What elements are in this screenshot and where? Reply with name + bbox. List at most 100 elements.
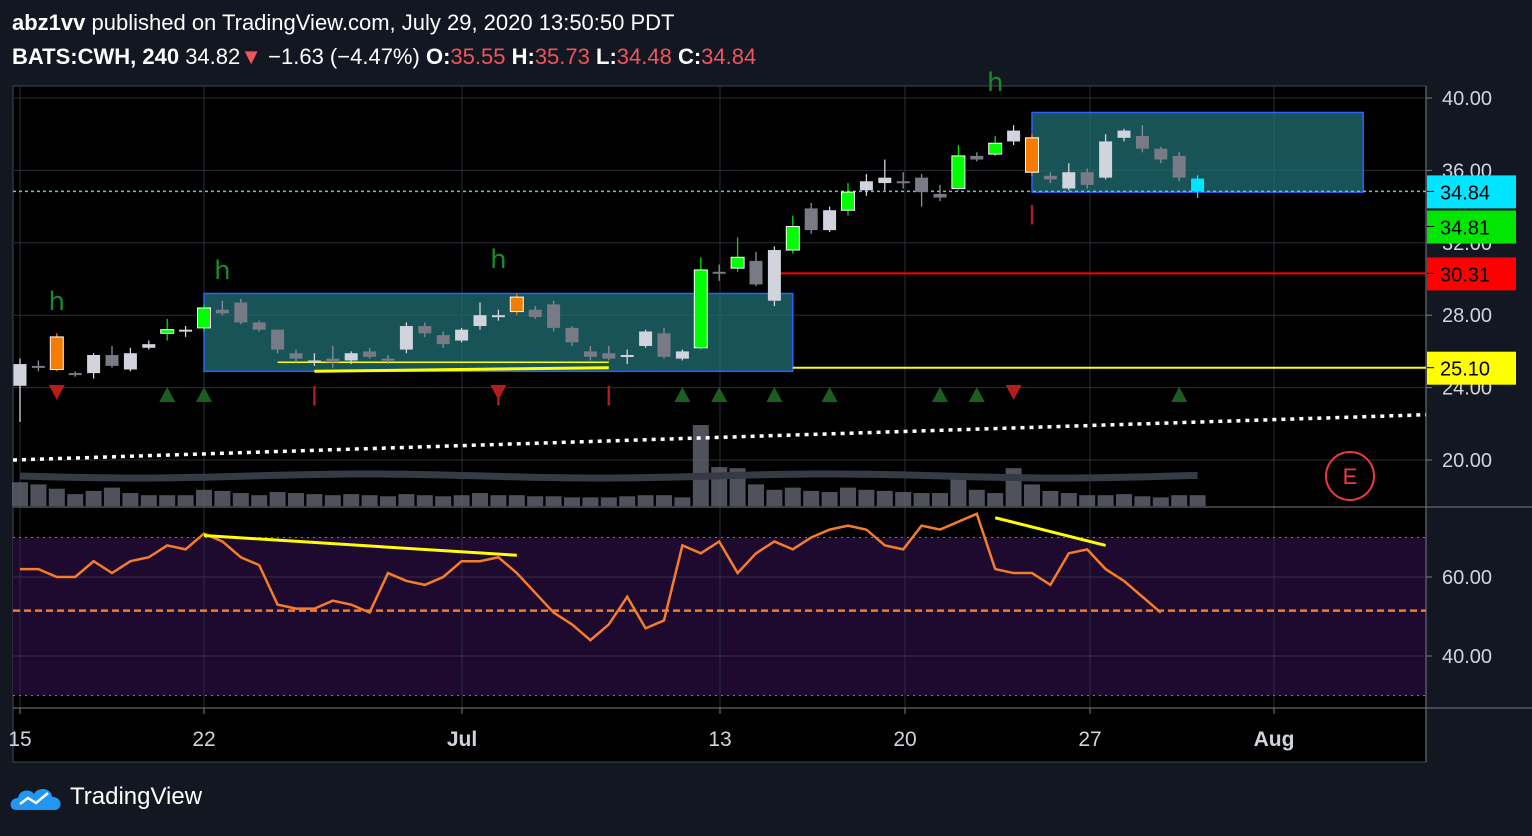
volume-bars — [12, 425, 1206, 506]
candle — [767, 246, 781, 307]
candle-body — [271, 329, 285, 350]
candle — [307, 353, 321, 366]
earnings-event-label: E — [1343, 464, 1358, 489]
candle-body — [49, 336, 64, 371]
candle — [399, 322, 413, 354]
candle — [271, 329, 285, 354]
candle-body — [859, 181, 873, 191]
candle-body — [363, 351, 377, 357]
candle-body — [1135, 136, 1149, 149]
pivot-low-marker: l — [1028, 202, 1035, 232]
rsi-divergence-line — [994, 516, 1106, 547]
volume-bar — [564, 497, 580, 506]
volume-bar — [30, 484, 47, 506]
x-tick-label: Jul — [447, 728, 477, 751]
candle-body — [565, 327, 579, 343]
buy-signal-triangle — [674, 387, 691, 402]
sell-signal-triangle — [1005, 385, 1022, 400]
volume-bar — [1042, 490, 1059, 506]
candle-body — [1062, 172, 1076, 189]
candle-body — [123, 353, 137, 370]
price-chart[interactable]: 15 22 Jul 13 20 27 Aug40.0036.0032.0028.0024.0… — [0, 0, 1532, 770]
candle-body — [620, 355, 634, 358]
candle — [491, 309, 505, 321]
pivot-high-marker: h — [49, 287, 65, 317]
volume-bar — [1024, 484, 1040, 506]
volume-bar — [324, 495, 341, 506]
candle-body — [823, 210, 837, 231]
high-value: 35.73 — [534, 44, 590, 69]
price-label-bg — [1427, 351, 1516, 385]
open-value: 35.55 — [450, 44, 506, 69]
volume-bar — [380, 496, 396, 506]
candle-body — [767, 250, 781, 301]
pivot-low-marker: l — [311, 383, 318, 413]
volume-bar — [1189, 495, 1206, 506]
volume-bar — [582, 497, 599, 506]
low-label: L: — [596, 44, 617, 69]
volume-bar — [343, 494, 360, 506]
volume-bar — [12, 482, 28, 506]
volume-bar — [1005, 468, 1022, 506]
candle — [693, 257, 708, 350]
candle-body — [1172, 155, 1186, 178]
candle — [363, 347, 377, 359]
candle-body — [896, 181, 910, 184]
volume-bar — [950, 476, 967, 506]
x-tick-label: 27 — [1078, 728, 1101, 751]
candle-body — [730, 256, 745, 269]
candle-body — [1191, 178, 1205, 192]
candle-body — [675, 351, 689, 359]
volume-bar — [472, 493, 488, 506]
volume-bar — [674, 497, 691, 506]
y-tick-label: 28.00 — [1442, 305, 1492, 327]
candle — [951, 145, 966, 191]
volume-bar — [913, 493, 930, 506]
volume-bar — [177, 495, 194, 506]
buy-signal-triangle — [196, 387, 212, 402]
candle — [859, 174, 873, 196]
candle — [1099, 134, 1113, 180]
volume-bar — [748, 484, 764, 506]
candle — [785, 215, 800, 254]
volume-bar — [876, 490, 893, 506]
candle-body — [712, 271, 726, 274]
y-tick-label: 40.00 — [1442, 88, 1492, 110]
rsi-divergence-line — [203, 534, 517, 557]
volume-bar — [490, 495, 507, 506]
candle — [13, 358, 27, 422]
high-label: H: — [511, 44, 535, 69]
volume-bar — [288, 493, 304, 506]
candle-body — [326, 358, 340, 363]
candle-body — [1154, 148, 1168, 160]
candle-body — [933, 193, 947, 198]
volume-bar — [527, 496, 544, 506]
volume-bar — [435, 496, 452, 506]
candle — [68, 371, 82, 377]
brand-name: TradingView — [70, 783, 203, 810]
volume-bar — [85, 490, 102, 506]
y-tick-label: 20.00 — [1442, 450, 1492, 472]
candle-body — [473, 315, 487, 327]
candle-body — [528, 309, 542, 318]
candle — [933, 184, 947, 202]
candle-body — [252, 322, 266, 330]
candle — [639, 329, 653, 348]
candle — [436, 331, 450, 348]
candle — [455, 327, 469, 343]
buy-signal-triangle — [821, 387, 838, 402]
volume-bar — [196, 489, 212, 506]
candle-body — [179, 329, 193, 332]
candle-body — [915, 177, 929, 193]
sell-signal-triangle — [490, 385, 507, 400]
candle-body — [289, 353, 303, 359]
candle — [49, 333, 64, 372]
tradingview-brand[interactable]: TradingView — [10, 782, 202, 812]
volume-bar — [214, 490, 231, 506]
author-name[interactable]: abz1vv — [12, 10, 86, 35]
x-tick-label: 22 — [192, 728, 215, 751]
candle — [583, 345, 597, 361]
volume-bar — [619, 496, 636, 506]
earnings-event-icon — [1325, 451, 1375, 501]
candle-body — [13, 364, 27, 386]
